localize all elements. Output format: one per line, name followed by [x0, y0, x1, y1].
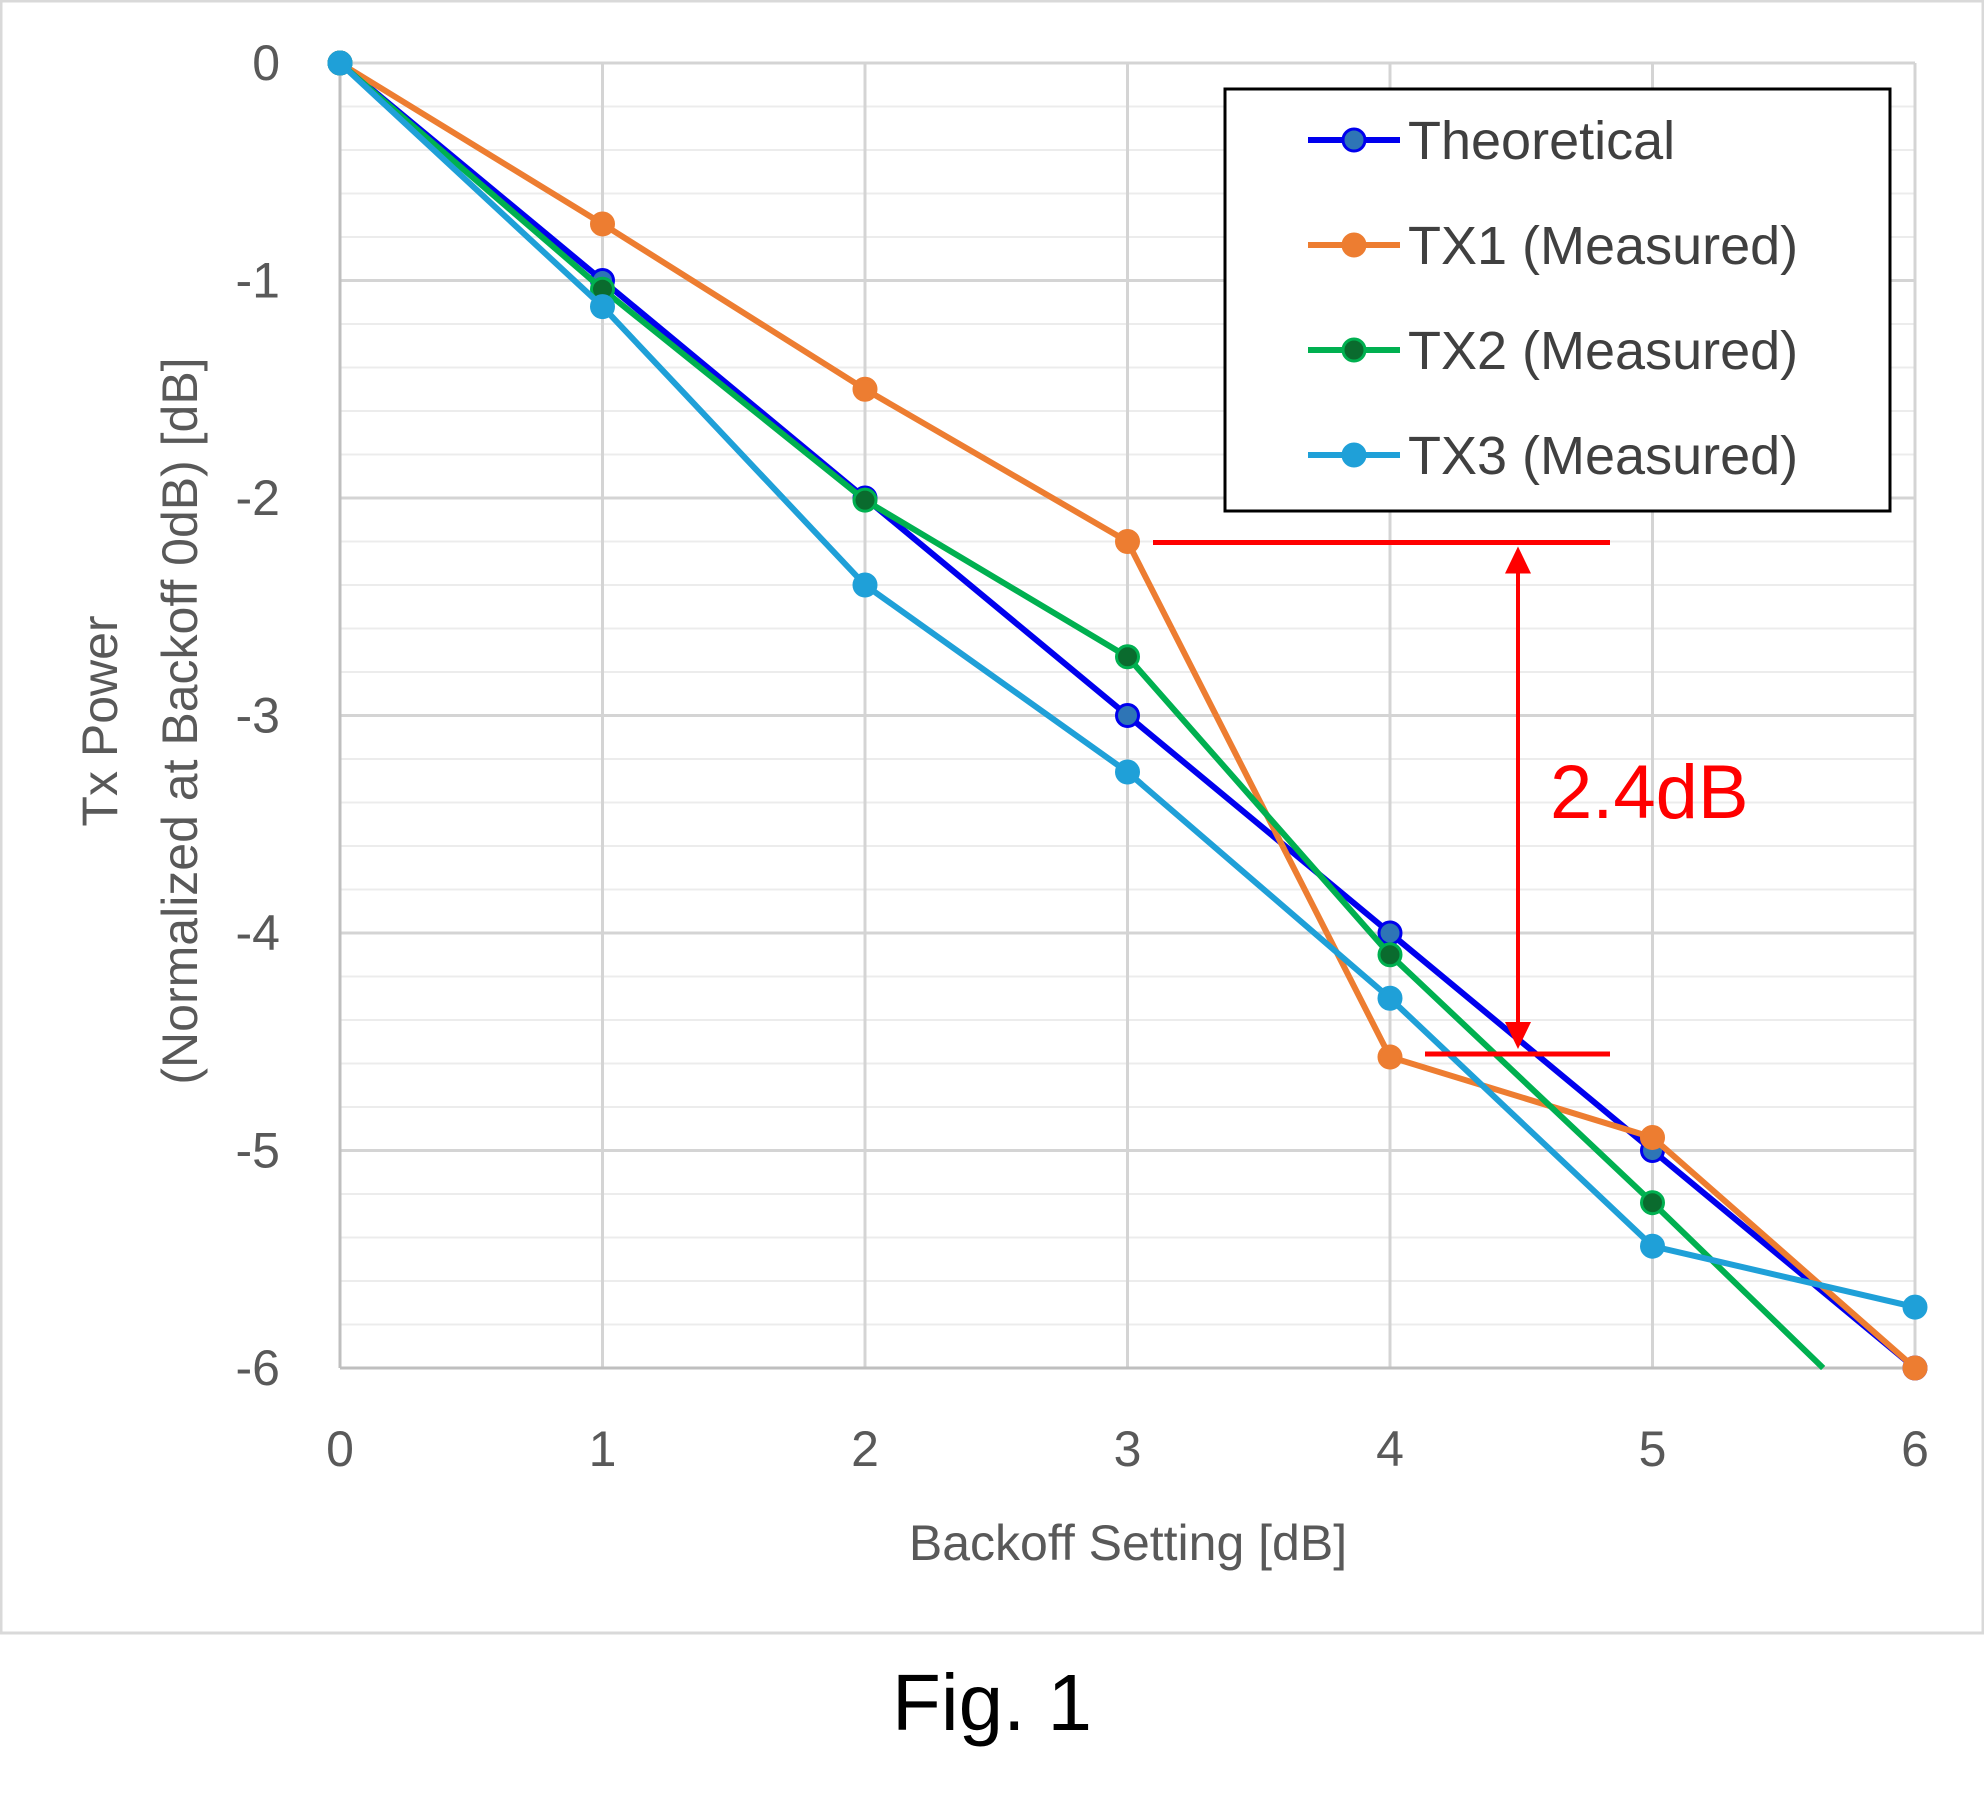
data-point — [1640, 1190, 1665, 1216]
gap-annotation: 2.4dB — [1153, 540, 1749, 1057]
y-tick-label: -1 — [236, 253, 280, 309]
y-axis-title-line2: (Normalized at Backoff 0dB) [dB] — [152, 357, 208, 1084]
annotation-arrowhead-up — [1505, 546, 1531, 574]
axes — [338, 63, 1915, 1370]
y-tick-label: -6 — [236, 1340, 280, 1396]
x-tick-label: 4 — [1376, 1421, 1404, 1477]
data-point — [1640, 1124, 1665, 1150]
data-point — [1377, 942, 1403, 968]
data-point — [1115, 644, 1140, 670]
data-point — [852, 376, 878, 402]
y-tick-label: -5 — [236, 1123, 280, 1179]
y-tick-labels: 0 -1 -2 -3 -4 -5 -6 — [236, 35, 280, 1396]
legend-label: Theoretical — [1408, 111, 1675, 171]
x-tick-label: 1 — [589, 1421, 617, 1477]
data-point — [1377, 1044, 1403, 1070]
x-tick-label: 5 — [1639, 1421, 1667, 1477]
x-axis-title: Backoff Setting [dB] — [909, 1515, 1347, 1571]
y-tick-label: -3 — [236, 688, 280, 744]
y-axis-title-line1: Tx Power — [72, 615, 128, 826]
legend-entry-2: TX1 (Measured) — [1308, 216, 1798, 276]
legend-label: TX2 (Measured) — [1408, 321, 1798, 381]
data-point — [1377, 920, 1403, 946]
data-point — [852, 572, 878, 598]
data-point — [1377, 985, 1403, 1011]
annotation-label: 2.4dB — [1550, 750, 1749, 835]
x-tick-labels: 0 1 2 3 4 5 6 — [326, 1421, 1929, 1477]
data-point — [590, 211, 615, 237]
legend-box — [1223, 87, 1892, 513]
series-4 — [327, 50, 1928, 1320]
legend-label: TX3 (Measured) — [1408, 426, 1798, 486]
figure-caption: Fig. 1 — [892, 1658, 1092, 1747]
legend-swatch-marker — [1341, 442, 1367, 468]
legend: Theoretical TX1 (Measured) TX2 (Measured) T… — [1223, 87, 1892, 513]
data-point — [327, 50, 353, 76]
annotation-arrowhead-down — [1505, 1021, 1531, 1049]
x-tick-label: 2 — [851, 1421, 879, 1477]
legend-entry-1: Theoretical — [1308, 111, 1675, 171]
legend-entry-3: TX2 (Measured) — [1308, 321, 1798, 381]
data-point — [1115, 703, 1140, 728]
y-tick-label: -2 — [236, 470, 280, 526]
legend-swatch-marker — [1341, 337, 1367, 363]
legend-swatch-marker — [1341, 127, 1367, 153]
data-point — [852, 487, 878, 513]
data-point — [590, 294, 615, 320]
data-point — [1115, 529, 1140, 554]
x-tick-label: 0 — [326, 1421, 354, 1477]
y-tick-label: -4 — [236, 905, 280, 961]
data-point — [1640, 1233, 1665, 1259]
data-point — [1115, 759, 1140, 785]
x-tick-label: 3 — [1114, 1421, 1142, 1477]
y-tick-label: 0 — [252, 35, 280, 91]
x-tick-label: 6 — [1901, 1421, 1929, 1477]
legend-swatch-marker — [1341, 232, 1367, 258]
legend-label: TX1 (Measured) — [1408, 216, 1798, 276]
series-layer — [327, 50, 1928, 1381]
legend-entry-4: TX3 (Measured) — [1308, 426, 1798, 486]
data-point — [1902, 1355, 1928, 1381]
data-point — [1902, 1294, 1928, 1320]
